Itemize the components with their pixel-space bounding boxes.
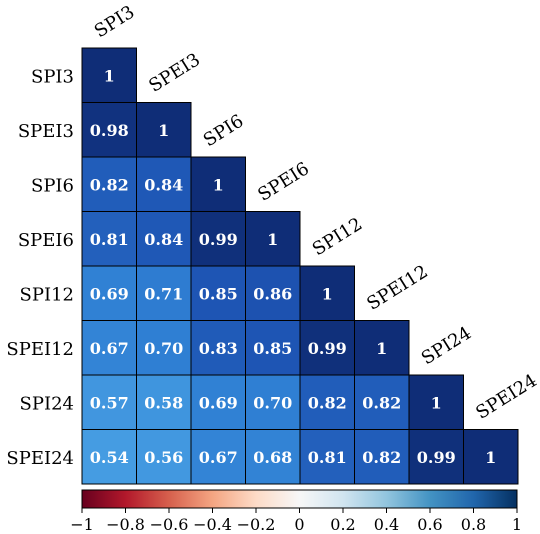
row-label: SPI6 <box>31 175 74 196</box>
heatmap-cell <box>408 429 464 485</box>
cell-value-label: 1 <box>104 66 115 85</box>
cell-value-label: 0.57 <box>90 393 129 412</box>
heatmap-cell <box>136 211 192 267</box>
cell-value-label: 0.84 <box>144 175 183 194</box>
cell-value-label: 0.84 <box>144 230 183 249</box>
colorbar-tick-label: 0.4 <box>374 515 399 534</box>
column-label: SPEI3 <box>145 49 204 97</box>
cell-value-label: 0.70 <box>144 339 183 358</box>
colorbar-tick-label: 0.2 <box>330 515 355 534</box>
heatmap-cell <box>136 265 192 321</box>
heatmap-cell <box>81 102 137 158</box>
cell-value-label: 0.69 <box>199 393 238 412</box>
colorbar-tick-label: 1 <box>512 515 522 534</box>
row-label: SPI3 <box>31 66 74 87</box>
colorbar: −1 −0.8 −0.6 −0.4 −0.2 0 0.2 0.4 0.6 0.8 1 <box>70 489 522 534</box>
colorbar-tick-label: 0 <box>294 515 304 534</box>
cell-value-label: 0.98 <box>90 121 129 140</box>
heatmap-cell <box>190 429 246 485</box>
row-labels: SPI3 SPEI3 SPI6 SPEI6 SPI12 SPEI12 SPI24 SPEI24 <box>6 66 74 469</box>
colorbar-tick-label: −1 <box>70 515 94 534</box>
heatmap-cell <box>354 374 410 430</box>
heatmap-cell <box>81 320 137 376</box>
cell-value-label: 0.82 <box>308 393 347 412</box>
cell-value-label: 0.70 <box>253 393 292 412</box>
heatmap-cell <box>245 265 301 321</box>
cell-value-label: 0.99 <box>308 339 347 358</box>
colorbar-bar <box>81 489 518 509</box>
heatmap-cell <box>136 320 192 376</box>
colorbar-tick-label: −0.2 <box>237 515 276 534</box>
column-label: SPEI24 <box>472 370 540 424</box>
cell-value-label: 0.81 <box>90 230 129 249</box>
cell-value-label: 0.69 <box>90 284 129 303</box>
heatmap-cell <box>463 429 519 485</box>
cell-value-label: 1 <box>431 393 442 412</box>
heatmap-cell <box>354 429 410 485</box>
cell-value-label: 1 <box>158 121 169 140</box>
column-label: SPI24 <box>418 323 475 370</box>
cell-value-label: 0.82 <box>362 393 401 412</box>
heatmap-cell <box>190 320 246 376</box>
column-label: SPI3 <box>91 2 139 43</box>
column-label: SPEI6 <box>254 158 313 206</box>
cell-value-label: 1 <box>485 448 496 467</box>
cell-value-label: 0.82 <box>90 175 129 194</box>
cell-value-label: 1 <box>267 230 278 249</box>
cell-value-label: 1 <box>322 284 333 303</box>
cell-value-label: 0.67 <box>199 448 238 467</box>
heatmap-cell <box>81 429 137 485</box>
heatmap-cell <box>136 102 192 158</box>
heatmap-cell <box>81 47 137 103</box>
cell-value-label: 0.99 <box>199 230 238 249</box>
row-label: SPEI12 <box>6 339 74 360</box>
cell-value-label: 0.85 <box>253 339 292 358</box>
heatmap-cell <box>245 211 301 267</box>
cell-value-label: 0.56 <box>144 448 183 467</box>
heatmap-cell <box>299 320 355 376</box>
row-label: SPEI6 <box>18 230 74 251</box>
heatmap-cell <box>354 320 410 376</box>
cell-value-label: 0.58 <box>144 393 183 412</box>
column-label: SPEI12 <box>363 261 431 315</box>
heatmap-cell <box>408 374 464 430</box>
colorbar-tick-label: −0.4 <box>193 515 232 534</box>
cell-value-label: 0.67 <box>90 339 129 358</box>
heatmap-cell <box>136 374 192 430</box>
cell-value-label: 0.54 <box>90 448 129 467</box>
cell-value-label: 0.86 <box>253 284 292 303</box>
colorbar-tick-label: 0.6 <box>417 515 442 534</box>
row-label: SPI12 <box>20 284 74 305</box>
cell-value-label: 1 <box>376 339 387 358</box>
row-label: SPEI3 <box>18 121 74 142</box>
cell-value-label: 0.81 <box>308 448 347 467</box>
heatmap-cell <box>190 156 246 212</box>
heatmap-cell <box>245 374 301 430</box>
heatmap-cell <box>81 374 137 430</box>
cell-value-label: 0.83 <box>199 339 238 358</box>
cell-value-label: 0.68 <box>253 448 292 467</box>
column-label: SPI12 <box>309 214 366 261</box>
cell-value-label: 1 <box>213 175 224 194</box>
cell-value-label: 0.71 <box>144 284 183 303</box>
cell-value-label: 0.99 <box>417 448 456 467</box>
colorbar-tick-label: −0.8 <box>106 515 145 534</box>
cell-value-label: 0.85 <box>199 284 238 303</box>
heatmap-cell <box>245 320 301 376</box>
colorbar-tick-label: −0.6 <box>150 515 189 534</box>
row-label: SPEI24 <box>6 448 74 469</box>
cell-value-label: 0.82 <box>362 448 401 467</box>
heatmap-cells: 1 0.98 1 0.82 0.84 1 0.81 0.84 0.99 1 0.69 0.71 0.85… <box>81 47 519 485</box>
colorbar-tick-label: 0.8 <box>461 515 486 534</box>
row-label: SPI24 <box>20 393 74 414</box>
column-label: SPI6 <box>200 111 248 152</box>
